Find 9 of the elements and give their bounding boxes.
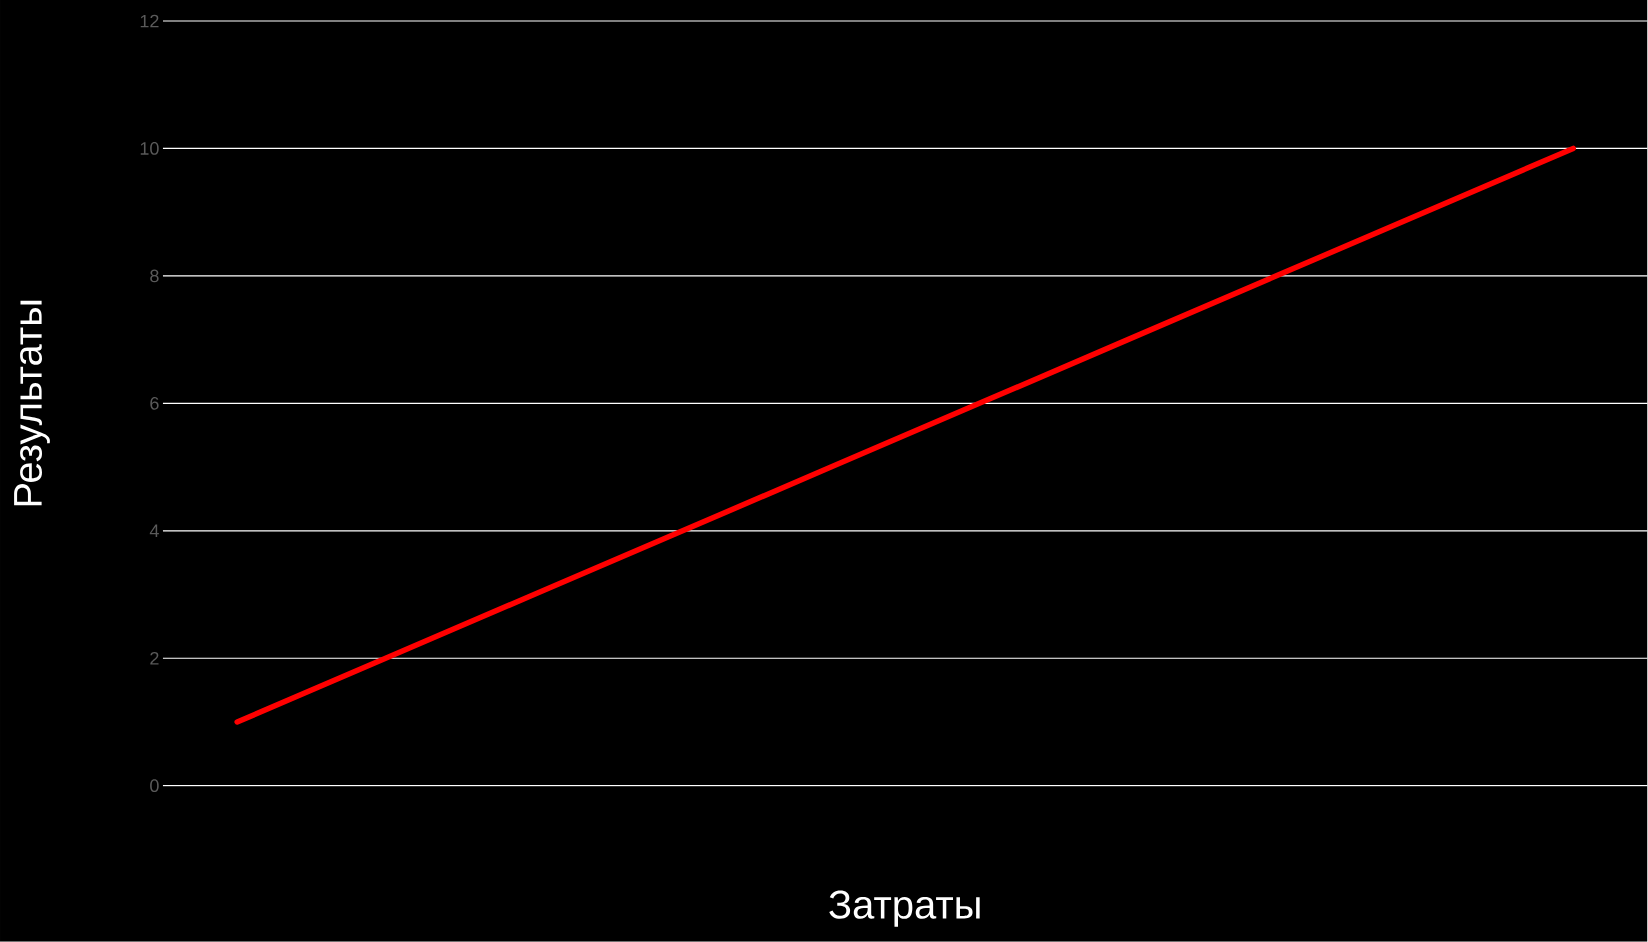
- y-tick-label: 2: [150, 652, 159, 665]
- y-tick-label: 10: [140, 142, 159, 155]
- y-tick-label: 12: [140, 14, 159, 28]
- y-tick-label: 4: [149, 524, 159, 538]
- x-axis-title: Затраты: [829, 890, 980, 927]
- y-tick-label: 6: [150, 397, 159, 410]
- y-tick-label: 0: [150, 779, 159, 793]
- y-axis-title: Результаты: [14, 301, 50, 506]
- y-tick-label: 8: [150, 269, 159, 283]
